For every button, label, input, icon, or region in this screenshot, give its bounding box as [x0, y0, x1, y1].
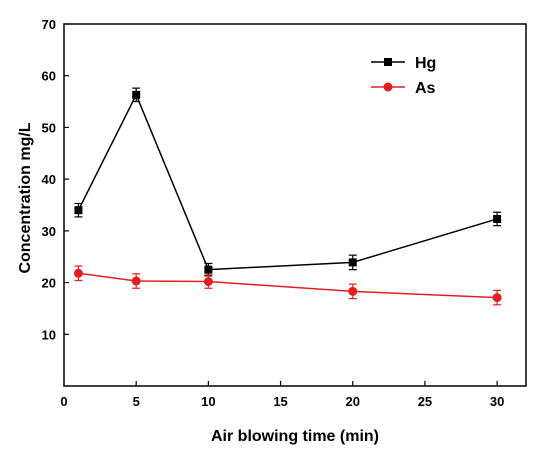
legend-marker-as	[383, 82, 393, 92]
x-tick-label: 15	[273, 394, 287, 409]
data-point-hg	[204, 265, 213, 274]
x-tick-label: 0	[60, 394, 67, 409]
x-tick-label: 30	[490, 394, 504, 409]
y-tick-label: 50	[42, 120, 56, 135]
y-tick-label: 60	[42, 69, 56, 84]
data-point-as	[73, 268, 83, 278]
series-line-as	[78, 272, 498, 299]
plot-frame	[63, 23, 527, 387]
series-line-hg	[77, 93, 498, 271]
data-point-hg	[348, 258, 357, 267]
y-axis-title: Concentration mg/L	[17, 122, 34, 273]
y-tick-label: 30	[42, 224, 56, 239]
x-tick-label: 25	[418, 394, 432, 409]
data-point-as	[348, 286, 358, 296]
data-point-hg	[74, 206, 83, 215]
y-tick-label: 40	[42, 172, 56, 187]
data-point-as	[203, 277, 213, 287]
y-tick-label: 10	[42, 327, 56, 342]
data-point-as	[131, 276, 141, 286]
data-point-as	[492, 293, 502, 303]
x-tick-label: 20	[346, 394, 360, 409]
legend-label-hg: Hg	[415, 55, 436, 72]
x-tick-label: 10	[201, 394, 215, 409]
data-point-hg	[493, 214, 502, 223]
x-tick-label: 5	[133, 394, 140, 409]
legend: Hg As	[371, 55, 436, 97]
series-layer	[73, 87, 502, 306]
y-tick-label: 70	[42, 17, 56, 32]
legend-label-as: As	[415, 80, 436, 97]
data-point-hg	[132, 90, 141, 99]
ticks-layer: 0 5 10 15 20 25 30 10 20 30 40 50 60 70	[42, 17, 505, 409]
x-axis-title: Air blowing time (min)	[211, 428, 379, 445]
legend-marker-hg	[384, 58, 392, 66]
y-tick-label: 20	[42, 276, 56, 291]
